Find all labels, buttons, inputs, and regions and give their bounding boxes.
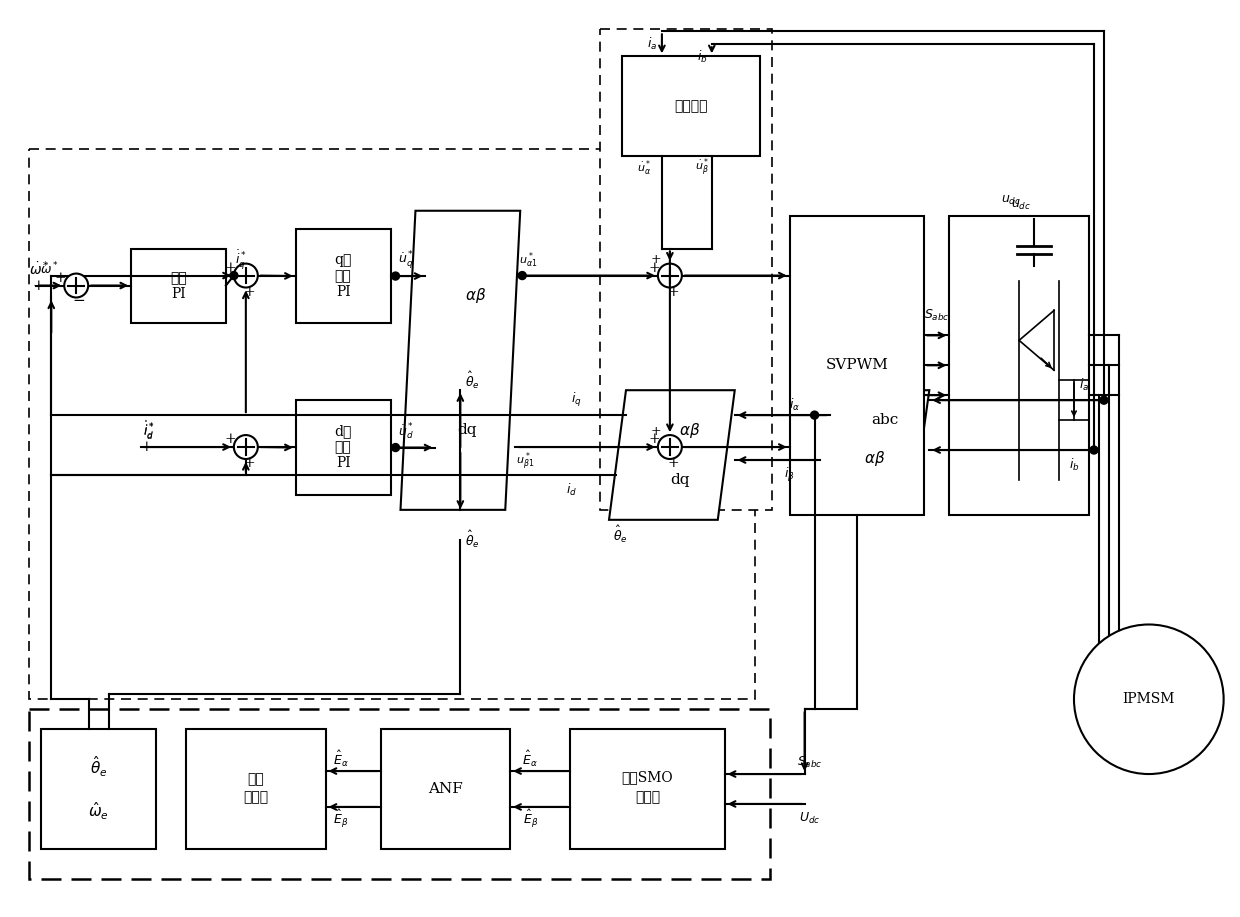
Text: d轴: d轴 xyxy=(335,425,352,438)
Text: 速度: 速度 xyxy=(170,271,187,285)
Text: $i_q$: $i_q$ xyxy=(570,392,582,409)
Text: +: + xyxy=(224,432,236,446)
Text: PI: PI xyxy=(336,285,351,299)
Text: $\dot{i}_d^*$: $\dot{i}_d^*$ xyxy=(144,421,155,442)
Text: $\hat{E}_\beta$: $\hat{E}_\beta$ xyxy=(522,808,538,830)
Text: $u_{dc}$: $u_{dc}$ xyxy=(1011,199,1032,213)
Bar xyxy=(950,215,1089,514)
Text: +: + xyxy=(243,456,254,470)
Text: ANF: ANF xyxy=(428,782,463,796)
Text: 死区补偿: 死区补偿 xyxy=(675,99,708,113)
Text: +: + xyxy=(243,284,254,299)
Text: $i_\beta$: $i_\beta$ xyxy=(784,466,795,484)
Text: +: + xyxy=(667,284,678,299)
Text: +: + xyxy=(140,440,151,454)
Text: SVPWM: SVPWM xyxy=(826,359,888,372)
Text: $\dot{\omega}^*$: $\dot{\omega}^*$ xyxy=(30,260,50,278)
Text: $\hat{E}_\alpha$: $\hat{E}_\alpha$ xyxy=(332,749,348,769)
Bar xyxy=(295,400,391,495)
Text: $\hat{\theta}_e$: $\hat{\theta}_e$ xyxy=(465,529,480,550)
Bar xyxy=(131,249,226,324)
Text: $\hat{\theta}_e$: $\hat{\theta}_e$ xyxy=(89,755,108,779)
Text: $\dot{u}_\alpha^*$: $\dot{u}_\alpha^*$ xyxy=(637,158,651,178)
Text: $S_{abc}$: $S_{abc}$ xyxy=(797,755,822,769)
Text: +: + xyxy=(32,279,45,293)
Circle shape xyxy=(234,435,258,459)
Circle shape xyxy=(229,271,238,280)
Text: $i_a$: $i_a$ xyxy=(1079,377,1089,393)
Text: +: + xyxy=(667,456,678,470)
Text: +: + xyxy=(224,260,236,274)
Text: +: + xyxy=(651,253,661,266)
Text: $\alpha\beta$: $\alpha\beta$ xyxy=(864,448,885,468)
Text: $\dot{i}_d^*$: $\dot{i}_d^*$ xyxy=(144,420,155,440)
Bar xyxy=(570,729,724,849)
Text: IPMSM: IPMSM xyxy=(1122,692,1176,706)
Text: $i_b$: $i_b$ xyxy=(1069,457,1079,473)
Text: $i_a$: $i_a$ xyxy=(647,36,657,52)
Text: $\hat{\omega}_e$: $\hat{\omega}_e$ xyxy=(88,801,109,822)
Circle shape xyxy=(234,263,258,288)
Text: 电流: 电流 xyxy=(335,269,351,283)
Text: $u_{\alpha 1}^*$: $u_{\alpha 1}^*$ xyxy=(520,251,537,271)
Text: $S_{abc}$: $S_{abc}$ xyxy=(924,308,949,323)
Text: +: + xyxy=(651,425,661,437)
Text: abc: abc xyxy=(870,414,898,427)
Text: $\alpha\beta$: $\alpha\beta$ xyxy=(680,421,701,439)
Polygon shape xyxy=(609,391,735,520)
Text: dq: dq xyxy=(670,473,689,487)
Bar xyxy=(30,149,755,700)
Bar xyxy=(186,729,326,849)
Text: PI: PI xyxy=(336,457,351,470)
Bar xyxy=(622,56,760,156)
Circle shape xyxy=(811,411,818,419)
Text: 正交: 正交 xyxy=(248,772,264,786)
Text: $u_{dc}$: $u_{dc}$ xyxy=(1001,194,1022,207)
Text: PI: PI xyxy=(171,287,186,301)
Text: $U_{dc}$: $U_{dc}$ xyxy=(799,812,821,826)
Text: +: + xyxy=(649,432,660,446)
Bar xyxy=(790,215,924,514)
Text: $u_{\beta 1}^*$: $u_{\beta 1}^*$ xyxy=(516,451,534,473)
Circle shape xyxy=(518,271,526,280)
Text: $\dot{u}_d^*$: $\dot{u}_d^*$ xyxy=(398,422,413,442)
Text: $\hat{E}_\beta$: $\hat{E}_\beta$ xyxy=(334,808,348,830)
Text: +: + xyxy=(55,271,66,284)
Polygon shape xyxy=(401,211,521,510)
Circle shape xyxy=(1100,396,1107,404)
Text: 锁相环: 锁相环 xyxy=(243,790,268,804)
Bar xyxy=(30,709,770,878)
Text: 电流: 电流 xyxy=(335,440,351,455)
Text: 观测器: 观测器 xyxy=(635,790,660,804)
Polygon shape xyxy=(815,391,929,490)
Text: $i_b$: $i_b$ xyxy=(697,50,707,65)
Circle shape xyxy=(658,435,682,459)
Text: 全阶SMO: 全阶SMO xyxy=(621,770,673,784)
Text: dq: dq xyxy=(458,423,477,437)
Text: +: + xyxy=(649,260,660,274)
Text: q轴: q轴 xyxy=(335,253,352,267)
Circle shape xyxy=(392,444,399,451)
Text: $\hat{E}_\alpha$: $\hat{E}_\alpha$ xyxy=(522,749,538,769)
Text: $\dot{u}_\beta^*$: $\dot{u}_\beta^*$ xyxy=(694,157,709,179)
Bar xyxy=(381,729,510,849)
Text: $\alpha\beta$: $\alpha\beta$ xyxy=(465,286,486,305)
Text: $\hat{\theta}_e$: $\hat{\theta}_e$ xyxy=(465,370,480,391)
Bar xyxy=(295,228,391,324)
Circle shape xyxy=(1090,446,1097,454)
Circle shape xyxy=(64,273,88,297)
Circle shape xyxy=(1074,624,1224,774)
Circle shape xyxy=(658,263,682,288)
Text: $\dot{u}_q^*$: $\dot{u}_q^*$ xyxy=(398,249,413,271)
Bar xyxy=(600,29,771,510)
Text: $\dot{\omega}^*$: $\dot{\omega}^*$ xyxy=(40,260,58,277)
Text: $\hat{\theta}_e$: $\hat{\theta}_e$ xyxy=(613,525,627,546)
Bar xyxy=(41,729,156,849)
Text: $i_d$: $i_d$ xyxy=(565,481,577,498)
Text: $\dot{i}_q^*$: $\dot{i}_q^*$ xyxy=(236,249,247,271)
Text: $i_\alpha$: $i_\alpha$ xyxy=(789,397,800,414)
Circle shape xyxy=(392,272,399,280)
Text: −: − xyxy=(73,294,86,308)
